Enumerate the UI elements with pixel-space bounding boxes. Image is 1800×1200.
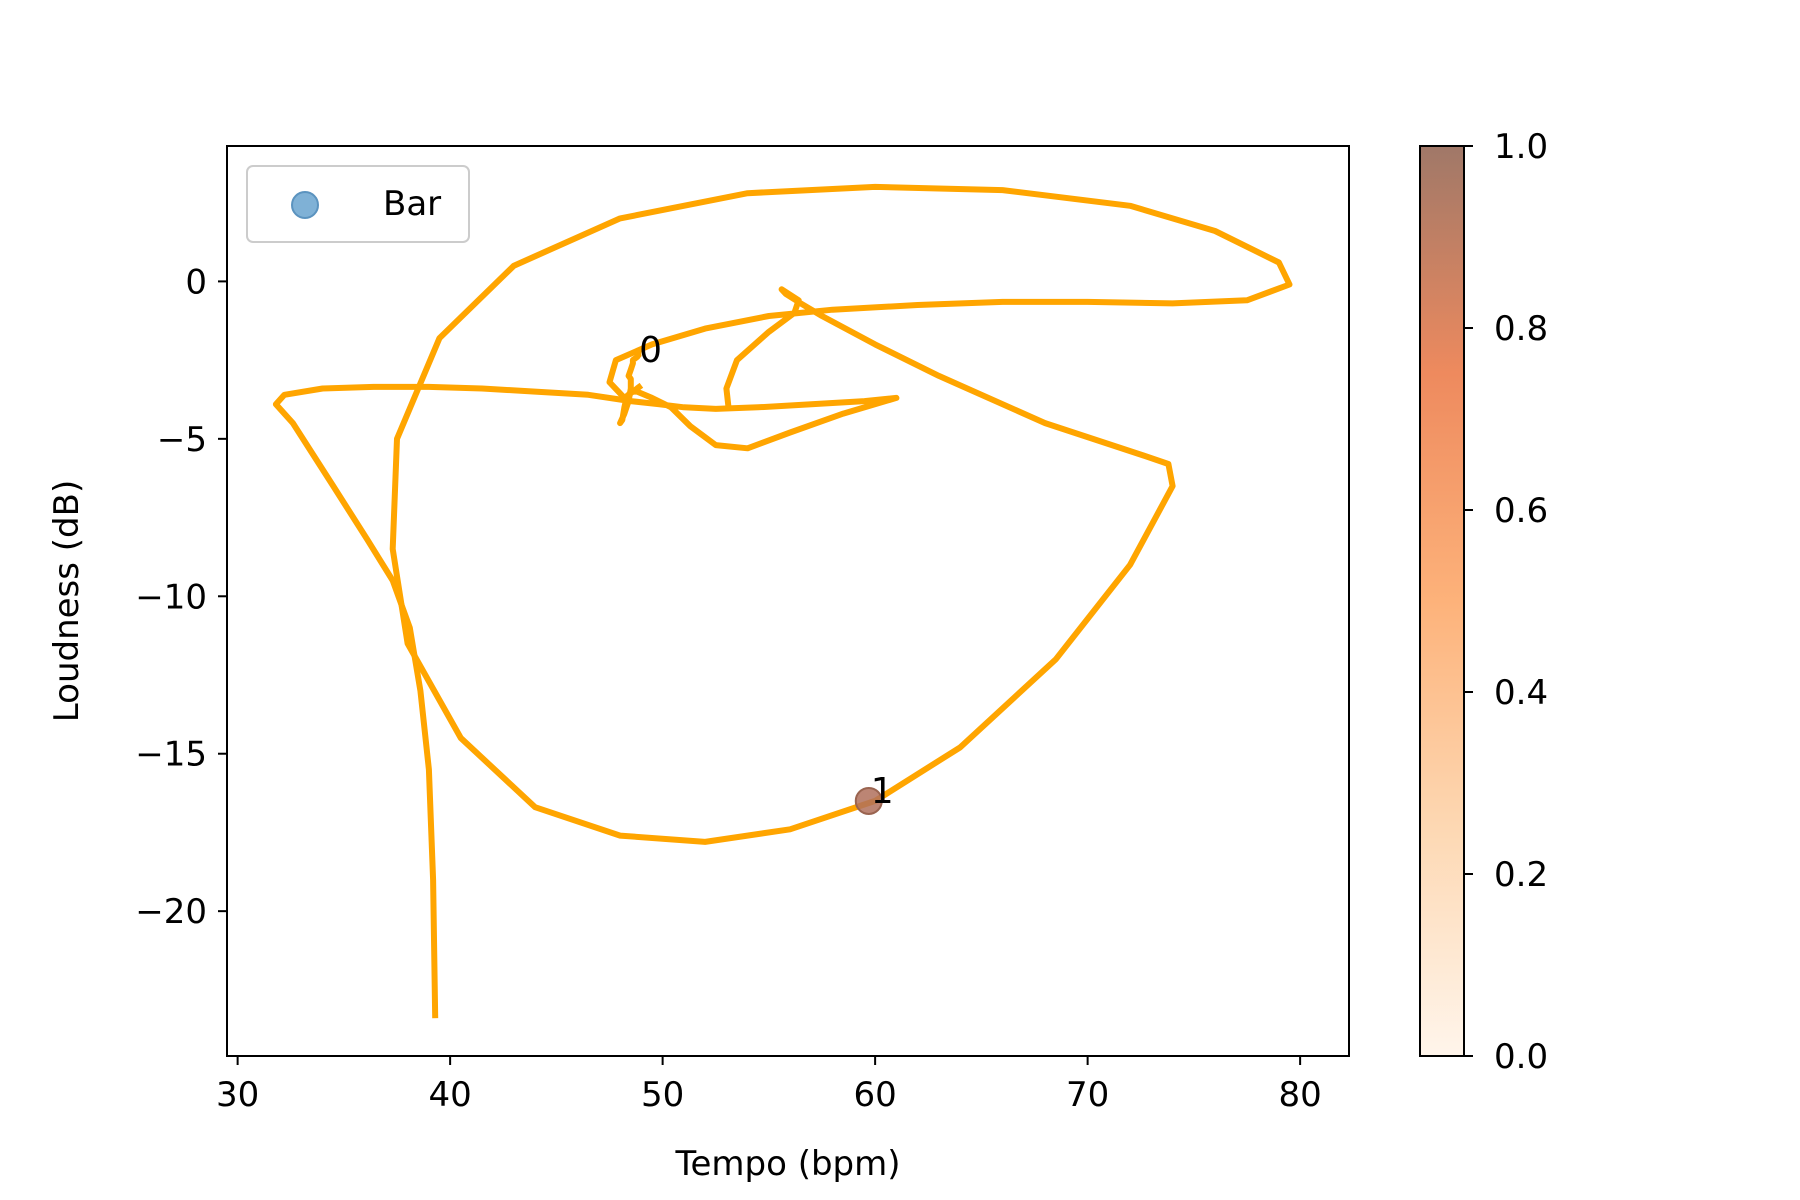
colorbar-tick-label-3: 0.6 — [1494, 491, 1548, 531]
point-marker-1 — [854, 786, 883, 815]
legend-label: Bar — [383, 184, 441, 224]
colorbar-ticks: 0.0 0.2 0.4 0.6 0.8 1.0 — [1464, 127, 1548, 1077]
x-axis-label: Tempo (bpm) — [674, 1144, 900, 1184]
y-axis-ticks: 0 −5 −10 −15 −20 — [135, 262, 227, 932]
x-axis-ticks: 30 40 50 60 70 80 — [216, 1056, 1322, 1115]
y-tick-label-2: −10 — [135, 577, 207, 617]
x-tick-label-0: 30 — [216, 1075, 259, 1115]
colorbar-tick-label-4: 0.8 — [1494, 309, 1548, 349]
y-tick-label-1: −5 — [157, 420, 207, 460]
x-tick-label-2: 50 — [641, 1075, 684, 1115]
legend: Bar — [246, 165, 470, 243]
legend-marker — [291, 191, 319, 219]
colorbar-tick-label-2: 0.4 — [1494, 673, 1548, 713]
colorbar-tick-label-5: 1.0 — [1494, 127, 1548, 167]
colorbar: 0.0 0.2 0.4 0.6 0.8 1.0 — [1419, 127, 1548, 1077]
y-tick-label-0: 0 — [185, 262, 207, 302]
x-tick-label-1: 40 — [428, 1075, 471, 1115]
series-line-1 — [389, 183, 1293, 845]
legend-frame — [246, 165, 470, 243]
y-axis-label: Loudness (dB) — [47, 480, 87, 722]
plot-area: 01 — [226, 145, 1350, 1057]
colorbar-tick-label-0: 0.0 — [1494, 1037, 1548, 1077]
y-tick-label-3: −15 — [135, 735, 207, 775]
point-label-1: 1 — [871, 771, 894, 812]
points-layer: 01 — [639, 330, 894, 815]
x-tick-label-4: 70 — [1066, 1075, 1109, 1115]
point-label-0: 0 — [639, 330, 662, 371]
colorbar-tick-label-1: 0.2 — [1494, 855, 1548, 895]
x-tick-label-3: 60 — [853, 1075, 896, 1115]
plot-frame — [226, 145, 1350, 1057]
y-tick-label-4: −20 — [135, 892, 207, 932]
colorbar-gradient — [1419, 145, 1465, 1057]
series-line-0 — [272, 350, 900, 1019]
x-tick-label-5: 80 — [1278, 1075, 1321, 1115]
series-layer — [272, 183, 1293, 1019]
